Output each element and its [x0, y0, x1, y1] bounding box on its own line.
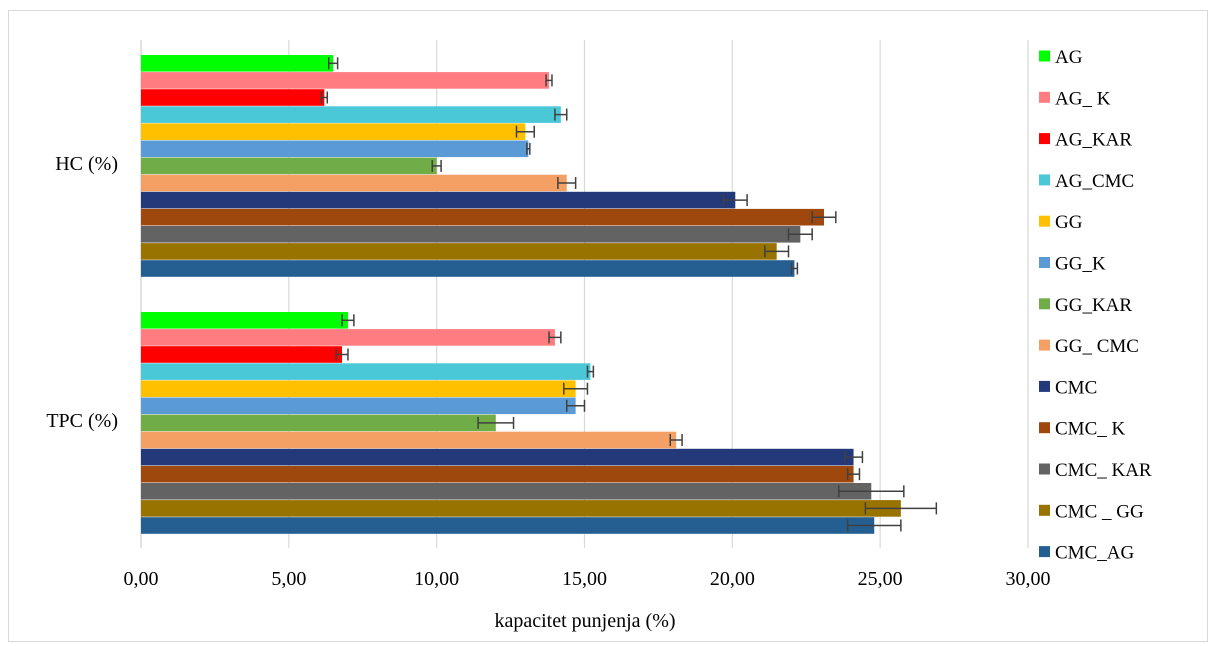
legend-swatch — [1039, 91, 1050, 103]
legend-label: CMC_AG — [1055, 543, 1134, 564]
bar — [141, 55, 334, 72]
bar — [141, 243, 777, 260]
x-tick-label: 15,00 — [562, 568, 607, 590]
bar — [141, 260, 795, 277]
bar — [141, 72, 550, 89]
legend-swatch — [1039, 174, 1050, 186]
bar — [141, 465, 854, 483]
category-label: TPC (%) — [46, 410, 118, 432]
x-tick-label: 20,00 — [710, 568, 755, 590]
legend-label: AG — [1055, 47, 1083, 68]
bar — [141, 483, 872, 500]
legend-swatch — [1039, 504, 1050, 516]
category-label: HC (%) — [55, 153, 118, 175]
legend-swatch — [1039, 380, 1050, 392]
legend-swatch — [1039, 422, 1050, 434]
chart-frame — [8, 10, 1208, 642]
x-tick-label: 5,00 — [271, 568, 306, 590]
bar — [141, 363, 591, 380]
bar — [141, 157, 437, 175]
legend-label: GG — [1055, 212, 1083, 233]
legend-swatch — [1039, 546, 1050, 558]
bar — [141, 312, 348, 329]
error-bars — [320, 57, 938, 532]
legend-swatch — [1039, 463, 1050, 475]
bar — [141, 174, 567, 192]
bar — [141, 448, 854, 466]
bar — [141, 226, 801, 243]
x-tick-label: 25,00 — [858, 568, 903, 590]
bars — [141, 55, 901, 534]
bar — [141, 329, 555, 346]
legend-label: AG_CMC — [1055, 171, 1134, 192]
bar — [141, 517, 875, 534]
bar — [141, 414, 496, 432]
bar — [141, 140, 529, 158]
bar — [141, 380, 576, 397]
legend-label: CMC — [1055, 377, 1097, 398]
bar — [141, 208, 824, 226]
x-tick-label: 10,00 — [414, 568, 459, 590]
legend-label: GG_ CMC — [1055, 336, 1139, 357]
legend-swatch — [1039, 50, 1050, 62]
bar — [141, 106, 561, 123]
legend-swatch — [1039, 298, 1050, 310]
x-tick-label: 30,00 — [1006, 568, 1051, 590]
legend: AG AG_ K AG_KAR AG_CMC GG GG_K GG_KAR GG_ CMC CM… — [1039, 47, 1152, 564]
x-axis-title: kapacitet punjenja (%) — [494, 610, 675, 632]
legend-label: AG_KAR — [1055, 130, 1132, 151]
bar — [141, 397, 576, 415]
bar — [141, 431, 677, 449]
bar — [141, 191, 736, 209]
category-labels: HC (%) TPC (%) — [46, 153, 118, 432]
legend-label: GG_KAR — [1055, 295, 1132, 316]
legend-label: GG_K — [1055, 254, 1106, 275]
x-tick-labels: 0,00 5,00 10,00 15,00 20,00 25,00 30,00 — [124, 568, 1051, 590]
legend-label: AG_ K — [1055, 88, 1111, 109]
legend-swatch — [1039, 215, 1050, 227]
legend-label: CMC_ KAR — [1055, 460, 1152, 481]
bar — [141, 89, 325, 106]
legend-swatch — [1039, 339, 1050, 351]
legend-label: CMC_ K — [1055, 419, 1125, 440]
bar — [141, 123, 526, 140]
bar — [141, 346, 343, 363]
legend-swatch — [1039, 257, 1050, 268]
bar — [141, 500, 901, 517]
legend-label: CMC _ GG — [1055, 501, 1144, 522]
legend-swatch — [1039, 133, 1050, 145]
x-tick-label: 0,00 — [124, 568, 159, 590]
